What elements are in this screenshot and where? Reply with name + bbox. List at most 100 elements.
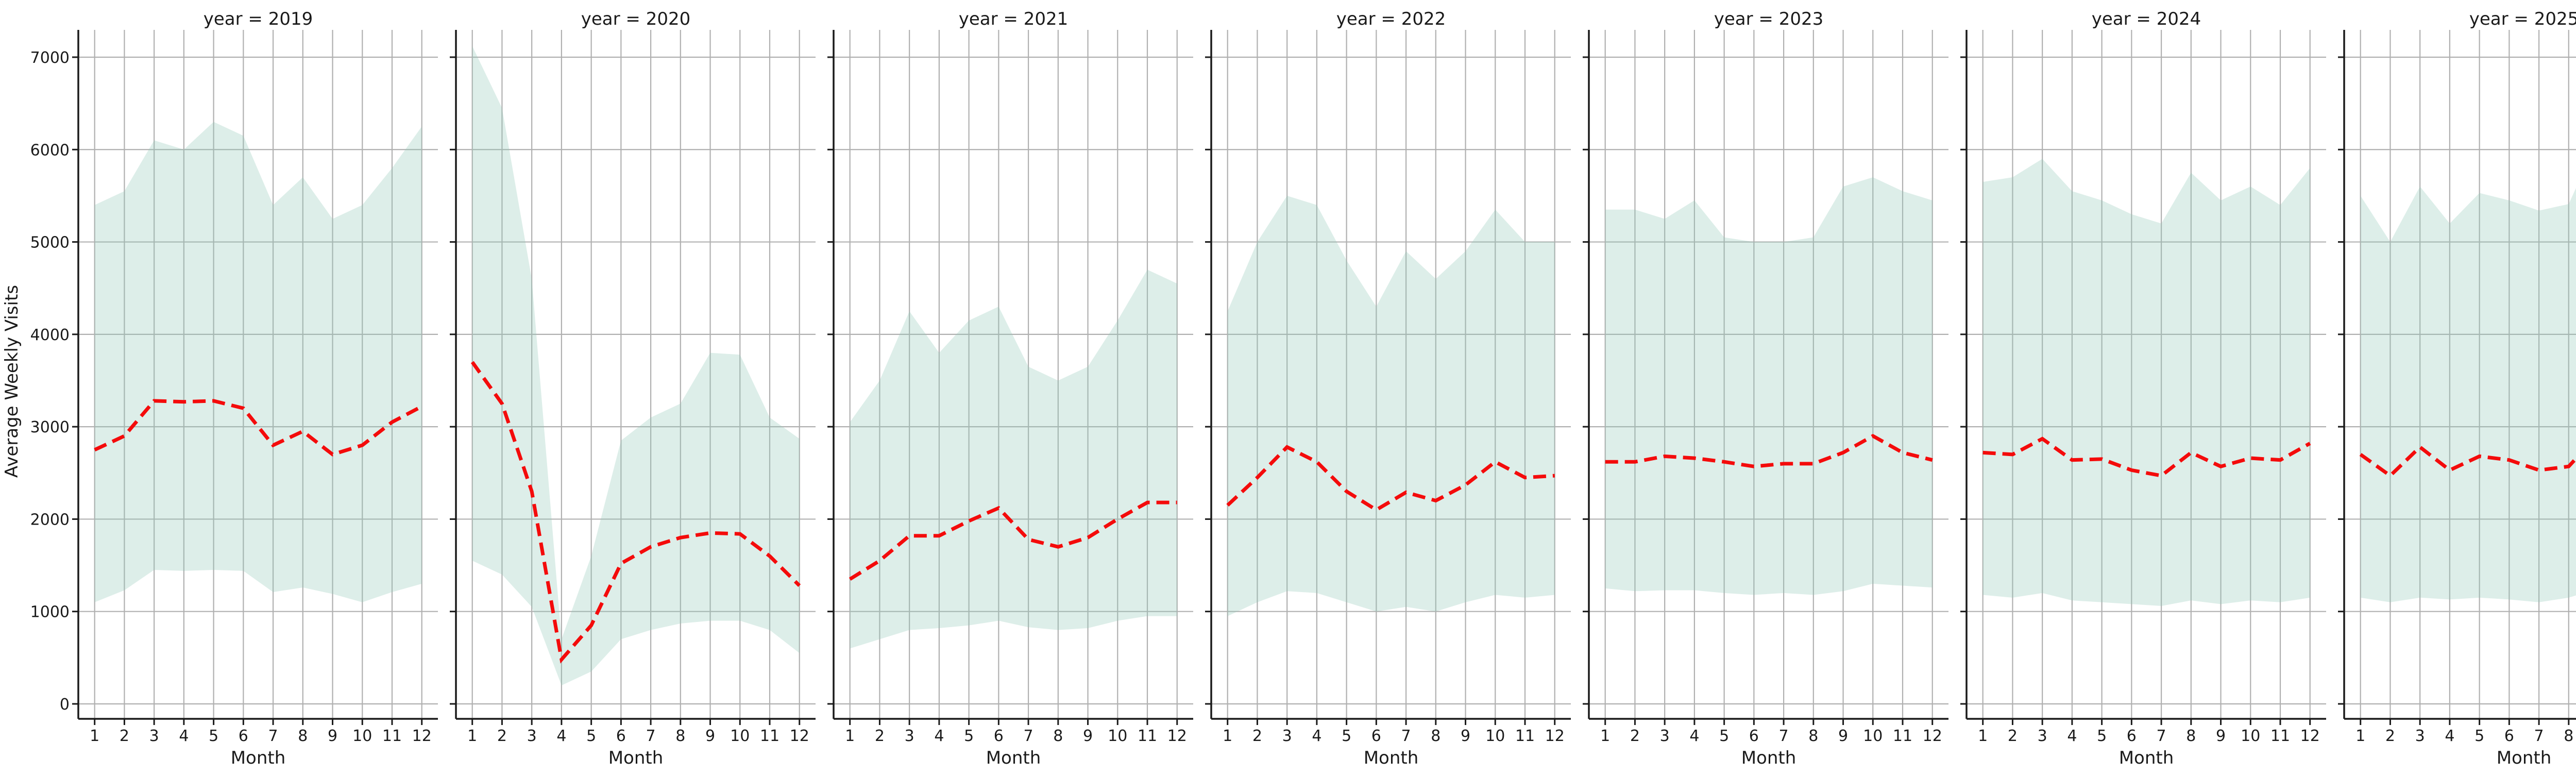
- facet-panel-2019: 1 2 3 4 5 6 7 8 9 10 11 120100020003000400050006000…: [30, 9, 438, 768]
- x-tick-label: 10: [1108, 727, 1127, 745]
- x-axis-label: Month: [231, 748, 286, 768]
- x-tick-label: 7: [2534, 727, 2544, 745]
- x-axis-label: Month: [2497, 748, 2552, 768]
- x-tick-label: 3: [1282, 727, 1292, 745]
- x-tick-label: 12: [2300, 727, 2320, 745]
- x-tick-label: 2: [1630, 727, 1640, 745]
- percentile-band: [2360, 186, 2576, 602]
- x-tick-label: 4: [1312, 727, 1321, 745]
- facet-title: year = 2023: [1714, 9, 1823, 29]
- x-tick-label: 12: [1167, 727, 1187, 745]
- x-tick-label: 4: [2445, 727, 2454, 745]
- percentile-band: [850, 269, 1177, 649]
- x-tick-label: 2: [2385, 727, 2395, 745]
- median-line: [2359, 444, 2576, 478]
- x-tick-label: 11: [1893, 727, 1912, 745]
- x-tick-label: 2: [120, 727, 129, 745]
- x-tick-label: 5: [1342, 727, 1351, 745]
- y-tick-label: 0: [60, 696, 70, 714]
- x-tick-label: 6: [239, 727, 248, 745]
- x-tick-label: 12: [1545, 727, 1565, 745]
- percentile-band: [94, 122, 422, 602]
- x-tick-label: 1: [467, 727, 477, 745]
- x-axis-label: Month: [1741, 748, 1797, 768]
- percentile-band: [1605, 177, 1933, 595]
- x-tick-label: 9: [1461, 727, 1470, 745]
- x-tick-label: 3: [2038, 727, 2047, 745]
- x-tick-label: 6: [2127, 727, 2137, 745]
- x-tick-label: 1: [845, 727, 855, 745]
- x-tick-label: 5: [1719, 727, 1729, 745]
- facet-title: year = 2021: [959, 9, 1068, 29]
- x-tick-label: 3: [2415, 727, 2425, 745]
- y-tick-label: 7000: [30, 49, 70, 67]
- x-tick-label: 9: [328, 727, 337, 745]
- x-tick-label: 9: [1838, 727, 1848, 745]
- x-tick-label: 1: [1600, 727, 1610, 745]
- x-tick-label: 8: [298, 727, 308, 745]
- x-tick-label: 4: [179, 727, 189, 745]
- x-axis-label: Month: [1364, 748, 1419, 768]
- x-axis-label: Month: [2119, 748, 2174, 768]
- median-line: [1982, 436, 2311, 478]
- x-tick-label: 1: [2355, 727, 2365, 745]
- percentile-band: [1227, 195, 1555, 616]
- x-tick-label: 8: [1431, 727, 1440, 745]
- y-tick-label: 3000: [30, 418, 70, 436]
- x-tick-label: 6: [1371, 727, 1381, 745]
- x-tick-label: 4: [934, 727, 944, 745]
- x-tick-label: 7: [1401, 727, 1411, 745]
- y-axis-label: Average Weekly Visits: [2, 285, 22, 478]
- x-tick-label: 2: [875, 727, 885, 745]
- x-tick-label: 7: [1024, 727, 1033, 745]
- y-tick-label: 6000: [30, 141, 70, 159]
- x-tick-label: 10: [1485, 727, 1505, 745]
- y-tick-label: 1000: [30, 603, 70, 621]
- facet-title: year = 2019: [204, 9, 313, 29]
- x-axis-label: Month: [986, 748, 1041, 768]
- x-tick-label: 2: [2008, 727, 2018, 745]
- x-tick-label: 11: [760, 727, 779, 745]
- x-tick-label: 5: [586, 727, 596, 745]
- facet-title: year = 2020: [581, 9, 690, 29]
- x-tick-label: 3: [149, 727, 159, 745]
- x-tick-label: 10: [2241, 727, 2260, 745]
- x-tick-label: 5: [964, 727, 974, 745]
- x-tick-label: 5: [2475, 727, 2484, 745]
- x-tick-label: 10: [352, 727, 372, 745]
- x-tick-label: 1: [1223, 727, 1232, 745]
- x-tick-label: 8: [2564, 727, 2573, 745]
- median-line: [1226, 445, 1555, 512]
- x-tick-label: 11: [1515, 727, 1535, 745]
- facet-title: year = 2022: [1336, 9, 1446, 29]
- x-tick-label: 7: [2157, 727, 2166, 745]
- x-tick-label: 1: [90, 727, 99, 745]
- x-tick-label: 4: [556, 727, 566, 745]
- x-tick-label: 12: [412, 727, 432, 745]
- x-tick-label: 9: [1083, 727, 1093, 745]
- x-tick-label: 11: [2270, 727, 2290, 745]
- x-tick-label: 4: [2067, 727, 2077, 745]
- x-tick-label: 8: [1808, 727, 1818, 745]
- y-tick-label: 4000: [30, 326, 70, 344]
- median-line: [470, 361, 801, 664]
- x-tick-label: 5: [209, 727, 218, 745]
- x-tick-label: 6: [994, 727, 1004, 745]
- x-tick-label: 12: [1923, 727, 1942, 745]
- x-tick-label: 7: [268, 727, 278, 745]
- x-tick-label: 9: [2216, 727, 2226, 745]
- x-tick-label: 4: [1689, 727, 1699, 745]
- x-tick-label: 6: [2504, 727, 2514, 745]
- facet-title: year = 2025: [2469, 9, 2576, 29]
- x-tick-label: 11: [382, 727, 402, 745]
- y-tick-label: 2000: [30, 511, 70, 529]
- x-tick-label: 9: [705, 727, 715, 745]
